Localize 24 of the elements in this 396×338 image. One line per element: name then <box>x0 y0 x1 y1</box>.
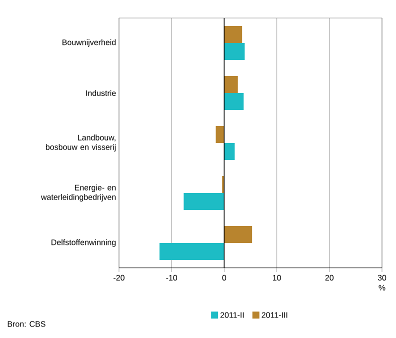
y-tick-label: Delfstoffenwinning <box>52 239 116 247</box>
x-tick-label: 20 <box>325 274 334 281</box>
x-tick-label: 30 <box>378 274 386 281</box>
x-tick-label: -20 <box>114 274 124 281</box>
legend-label: 2011-II <box>220 312 244 318</box>
x-tick-label: 10 <box>272 274 281 281</box>
y-tick-label: Energie- en waterleidingbedrijven <box>40 184 116 202</box>
x-tick-label: -10 <box>166 274 178 281</box>
bar <box>224 93 244 110</box>
text: Bron: CBS <box>8 321 46 327</box>
x-axis-title: % <box>378 284 386 290</box>
x-tick-label: 0 <box>222 274 226 281</box>
bar <box>224 143 235 160</box>
y-tick-label: Industrie <box>86 90 116 96</box>
y-tick-label: Landbouw, bosbouw en visserij <box>46 134 116 152</box>
bar <box>216 126 224 143</box>
y-tick-label: Bouwnijverheid <box>62 39 116 47</box>
legend-label: 2011-III <box>262 312 288 318</box>
bar <box>160 243 224 260</box>
bar <box>224 43 245 60</box>
bar <box>224 26 242 44</box>
bar <box>224 76 238 94</box>
bar <box>184 193 224 210</box>
bar <box>224 226 252 244</box>
